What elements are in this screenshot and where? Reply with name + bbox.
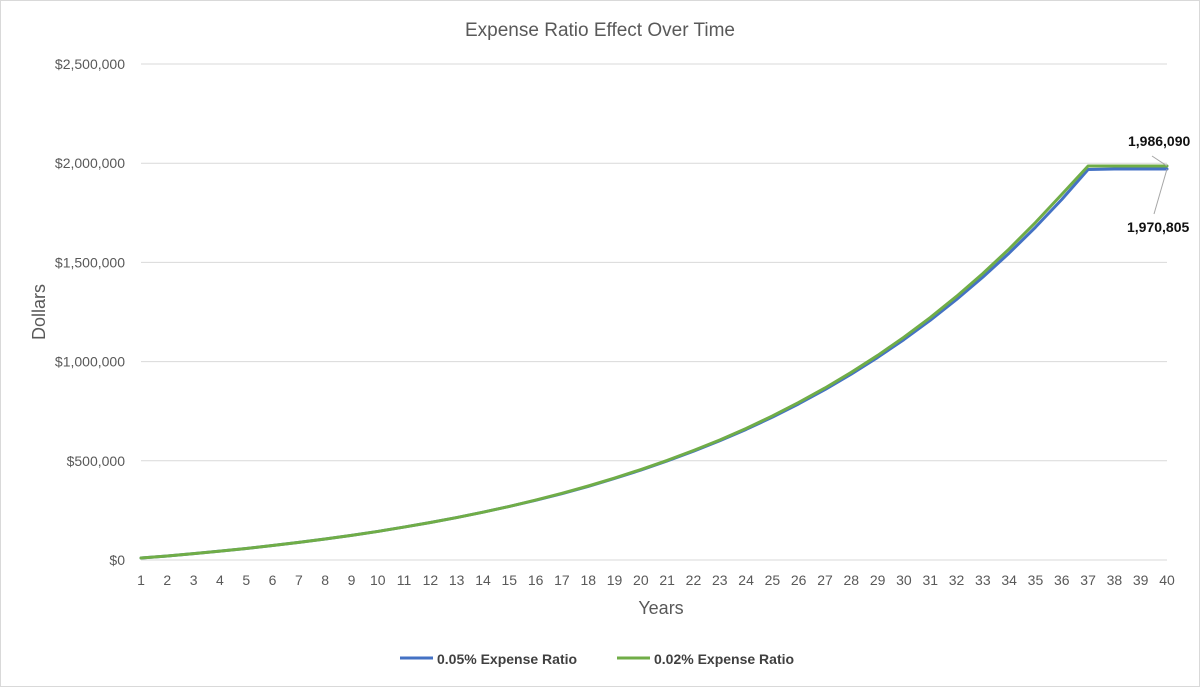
x-tick-label: 3	[190, 572, 198, 588]
y-tick-label: $1,500,000	[55, 254, 125, 270]
data-label-1986090: 1,986,090	[1128, 133, 1190, 149]
data-label-1970805: 1,970,805	[1127, 219, 1189, 235]
x-tick-label: 18	[580, 572, 596, 588]
chart-title: Expense Ratio Effect Over Time	[465, 20, 735, 41]
x-tick-label: 9	[348, 572, 356, 588]
x-tick-label: 4	[216, 572, 224, 588]
legend-item-0-02-percent-label: 0.02% Expense Ratio	[654, 651, 794, 667]
x-tick-label: 14	[475, 572, 491, 588]
x-tick-label: 17	[554, 572, 570, 588]
y-tick-label: $2,500,000	[55, 56, 125, 72]
x-tick-label: 19	[607, 572, 623, 588]
x-tick-label: 11	[397, 572, 412, 588]
x-tick-label: 1	[137, 572, 145, 588]
x-tick-label: 10	[370, 572, 386, 588]
y-axis-title: Dollars	[29, 284, 49, 340]
x-tick-label: 35	[1028, 572, 1044, 588]
x-tick-label: 21	[659, 572, 675, 588]
x-tick-label: 16	[528, 572, 544, 588]
x-tick-label: 23	[712, 572, 728, 588]
x-tick-label: 27	[817, 572, 833, 588]
annotation-leader-green	[1151, 155, 1168, 167]
x-tick-label: 24	[738, 572, 754, 588]
x-tick-label: 40	[1159, 572, 1175, 588]
x-tick-label: 38	[1107, 572, 1123, 588]
x-tick-label: 20	[633, 572, 649, 588]
annotation-leader-blue	[1153, 168, 1168, 215]
x-tick-label: 34	[1001, 572, 1017, 588]
series-line-0-02-percent	[139, 164, 1169, 560]
y-tick-label: $0	[109, 552, 125, 568]
x-tick-label: 22	[686, 572, 702, 588]
x-tick-label: 28	[844, 572, 860, 588]
x-tick-label: 13	[449, 572, 465, 588]
x-tick-label: 32	[949, 572, 965, 588]
x-tick-label: 5	[242, 572, 250, 588]
y-tick-label: $2,000,000	[55, 155, 125, 171]
x-tick-label: 31	[922, 572, 938, 588]
x-tick-label: 29	[870, 572, 886, 588]
y-tick-label: $500,000	[67, 453, 126, 469]
x-tick-label: 33	[975, 572, 991, 588]
x-tick-label: 7	[295, 572, 303, 588]
x-tick-label: 26	[791, 572, 807, 588]
x-axis-title: Years	[638, 598, 683, 618]
x-tick-label: 6	[269, 572, 277, 588]
x-tick-label: 2	[163, 572, 171, 588]
legend-item-0-05-percent-label: 0.05% Expense Ratio	[437, 651, 577, 667]
x-tick-label: 36	[1054, 572, 1070, 588]
y-tick-label: $1,000,000	[55, 354, 125, 370]
series-line-0-05-percent	[139, 167, 1169, 560]
x-tick-label: 30	[896, 572, 912, 588]
x-tick-label: 15	[502, 572, 518, 588]
x-tick-label: 37	[1080, 572, 1096, 588]
x-tick-label: 8	[321, 572, 329, 588]
x-tick-label: 39	[1133, 572, 1149, 588]
x-tick-label: 25	[765, 572, 781, 588]
x-tick-label: 12	[423, 572, 439, 588]
